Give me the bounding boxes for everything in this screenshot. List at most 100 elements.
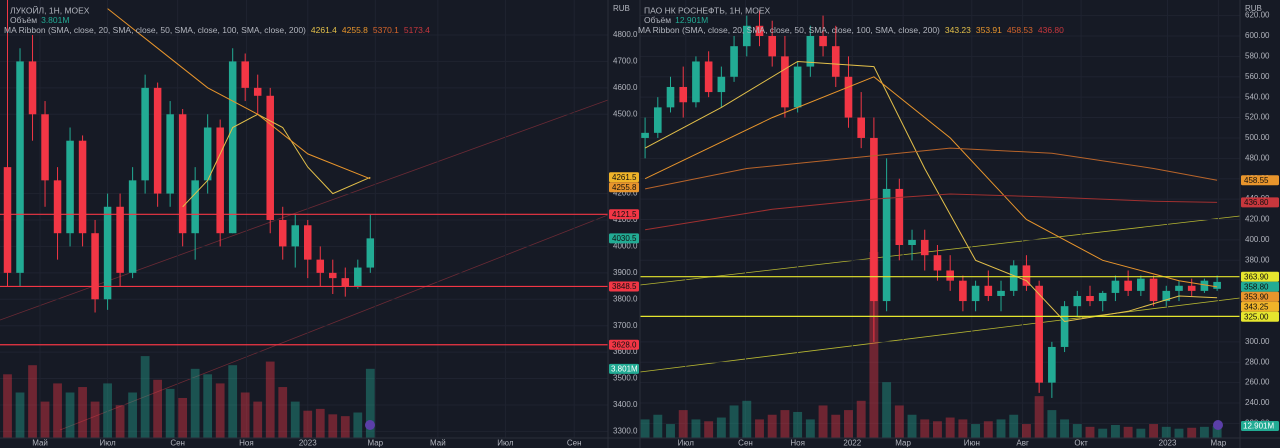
volume-tag (609, 363, 639, 374)
candle-body (844, 76, 853, 118)
x-tick-label: Ноя (239, 439, 254, 448)
moving-average (107, 8, 371, 180)
indicator-value: 458.53 (1007, 25, 1033, 35)
x-tick-label: Окт (1074, 439, 1088, 448)
volume-bar (1199, 426, 1209, 438)
right-plot (640, 0, 1240, 438)
volume-bar (290, 401, 300, 438)
candle-body (53, 180, 62, 234)
volume-bar (882, 382, 892, 438)
volume-bar (1034, 396, 1044, 438)
indicator-value: 353.91 (976, 25, 1002, 35)
volume-label: Объём (644, 15, 671, 25)
volume-bar (1021, 424, 1031, 438)
trend-line (0, 99, 608, 321)
candle-body (216, 127, 224, 234)
axis-title: RUB (613, 4, 630, 13)
volume-header-value: 3.801M (41, 15, 69, 25)
volume-bar (755, 419, 764, 438)
volume-bar (53, 383, 62, 438)
y-tick-label: 4200.0 (613, 189, 638, 198)
price-tag (609, 172, 639, 183)
candle-body (316, 259, 325, 273)
volume-bar (340, 416, 350, 438)
y-tick-label: 500.00 (1245, 133, 1270, 142)
candle-body (793, 66, 802, 108)
volume-bar (869, 252, 879, 438)
y-tick-label: 3800.0 (613, 294, 638, 303)
volume-bar (203, 374, 213, 438)
y-tick-label: 620.00 (1245, 11, 1270, 20)
candle-body (354, 267, 362, 287)
price-tag-label: 3848.5 (612, 282, 637, 291)
candle-body (141, 87, 149, 181)
price-tag-label: 343.25 (1244, 302, 1269, 311)
candle-body (933, 255, 942, 271)
price-tag-label: 363.90 (1244, 272, 1269, 281)
volume-bar (742, 400, 752, 438)
volume-bar (165, 388, 175, 438)
volume-bar (28, 365, 37, 438)
volume-bar (40, 401, 50, 438)
trend-line (59, 214, 608, 431)
candle-body (1175, 285, 1183, 291)
candle-body (984, 285, 993, 296)
indicator-name: MA Ribbon (SMA, close, 20, SMA, close, 5… (638, 25, 940, 35)
volume-bar (128, 392, 137, 438)
indicator-value: 4255.8 (342, 25, 368, 35)
candle-body (78, 140, 87, 234)
volume-bar (767, 414, 777, 438)
price-tag-label: 4255.8 (612, 183, 637, 192)
candle-body (278, 219, 287, 247)
price-tag (609, 182, 639, 193)
candle-body (1048, 346, 1056, 383)
left-plot (0, 0, 608, 438)
candle-body (755, 25, 764, 36)
y-tick-label: 600.00 (1245, 31, 1270, 40)
y-tick-label: 4000.0 (613, 242, 638, 251)
volume-bar (1110, 424, 1120, 438)
candle-body (41, 114, 49, 181)
y-tick-label: 3400.0 (613, 400, 638, 409)
price-tag (1241, 281, 1279, 292)
moving-average (644, 60, 1218, 323)
volume-bar (945, 417, 955, 438)
candle-body (28, 61, 37, 115)
y-tick-label: 4500.0 (613, 109, 638, 118)
x-tick-label: Мар (1211, 439, 1227, 448)
indicator-value: 343.23 (945, 25, 971, 35)
candle-body (91, 233, 99, 300)
event-icon[interactable] (365, 420, 375, 430)
y-tick-label: 3300.0 (613, 427, 638, 436)
x-tick-label: Июл (99, 439, 116, 448)
x-tick-label: Сен (738, 439, 753, 448)
candle-body (641, 132, 649, 138)
x-tick-label: 2022 (843, 439, 861, 448)
candle-body (806, 35, 815, 67)
y-tick-label: 260.00 (1245, 378, 1270, 387)
x-tick-label: Авг (1016, 439, 1029, 448)
candle-body (16, 61, 24, 273)
candle-body (946, 270, 954, 281)
candle-body (819, 35, 827, 47)
volume-bar (253, 401, 263, 438)
indicator-header: MA Ribbon (SMA, close, 20, SMA, close, 5… (4, 25, 430, 35)
price-tag-label: 325.00 (1244, 312, 1269, 321)
volume-bar (640, 419, 650, 438)
y-tick-label: 480.00 (1245, 153, 1270, 162)
candle-body (857, 117, 865, 138)
candle-body (66, 140, 74, 234)
volume-bar (240, 392, 250, 438)
y-tick-label: 400.00 (1245, 235, 1270, 244)
volume-bar (1187, 427, 1197, 438)
volume-bar (328, 414, 338, 438)
candle-body (1162, 290, 1171, 302)
price-tag-label: 436.80 (1244, 198, 1269, 207)
volume-bar (653, 414, 663, 438)
indicator-value: 436.80 (1038, 25, 1064, 35)
candle-body (1009, 265, 1018, 291)
price-tag-label: 458.55 (1244, 176, 1269, 185)
x-tick-label: Мар (895, 439, 911, 448)
event-icon[interactable] (1213, 420, 1223, 430)
